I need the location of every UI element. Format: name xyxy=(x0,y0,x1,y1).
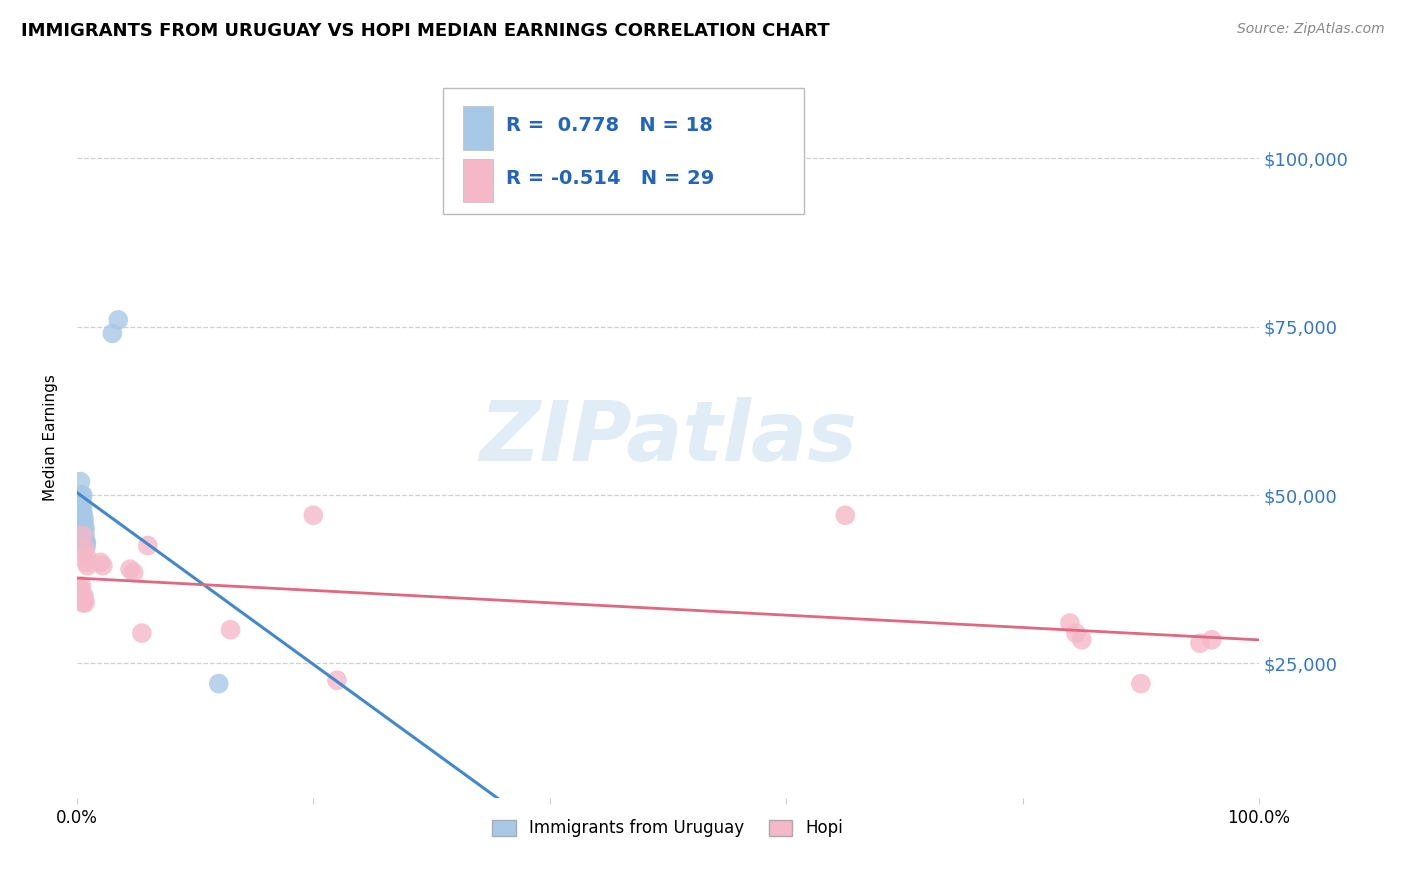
Point xyxy=(75,528,97,542)
Point xyxy=(73,589,96,603)
Point xyxy=(326,673,349,688)
Point xyxy=(122,566,145,580)
Point xyxy=(91,558,114,573)
Point xyxy=(208,676,231,690)
Point xyxy=(72,528,94,542)
Point xyxy=(73,518,96,533)
Point xyxy=(70,488,93,502)
Point xyxy=(1059,615,1081,630)
Point xyxy=(89,555,111,569)
Point xyxy=(1201,632,1223,647)
Point xyxy=(69,475,91,489)
Point xyxy=(1064,626,1087,640)
Point xyxy=(72,589,94,603)
Point xyxy=(75,555,97,569)
Point xyxy=(72,488,94,502)
Point xyxy=(72,505,94,519)
Point xyxy=(72,508,94,523)
Point xyxy=(75,535,97,549)
FancyBboxPatch shape xyxy=(443,88,804,214)
Point xyxy=(219,623,242,637)
Point xyxy=(75,539,97,553)
Point xyxy=(73,592,96,607)
Legend: Immigrants from Uruguay, Hopi: Immigrants from Uruguay, Hopi xyxy=(485,813,851,844)
Point xyxy=(75,596,97,610)
Point xyxy=(75,541,97,556)
Text: Source: ZipAtlas.com: Source: ZipAtlas.com xyxy=(1237,22,1385,37)
Point xyxy=(72,596,94,610)
Point xyxy=(70,579,93,593)
Point xyxy=(120,562,142,576)
Point xyxy=(75,535,97,549)
Point xyxy=(70,589,93,603)
Text: IMMIGRANTS FROM URUGUAY VS HOPI MEDIAN EARNINGS CORRELATION CHART: IMMIGRANTS FROM URUGUAY VS HOPI MEDIAN E… xyxy=(21,22,830,40)
Point xyxy=(1129,676,1152,690)
Point xyxy=(107,313,129,327)
Y-axis label: Median Earnings: Median Earnings xyxy=(44,375,58,501)
Point xyxy=(1070,632,1092,647)
Point xyxy=(302,508,325,523)
Point xyxy=(1188,636,1211,650)
Point xyxy=(72,498,94,512)
Point xyxy=(101,326,124,341)
Text: R =  0.778   N = 18: R = 0.778 N = 18 xyxy=(506,116,713,136)
FancyBboxPatch shape xyxy=(464,159,494,202)
Point xyxy=(73,515,96,529)
Point xyxy=(75,522,97,536)
Text: R = -0.514   N = 29: R = -0.514 N = 29 xyxy=(506,169,714,188)
Point xyxy=(834,508,856,523)
FancyBboxPatch shape xyxy=(464,106,494,150)
Point xyxy=(136,539,159,553)
Point xyxy=(76,558,98,573)
Point xyxy=(73,511,96,525)
Point xyxy=(70,491,93,506)
Text: ZIPatlas: ZIPatlas xyxy=(479,397,856,478)
Point xyxy=(131,626,153,640)
Point xyxy=(69,582,91,597)
Point xyxy=(75,549,97,563)
